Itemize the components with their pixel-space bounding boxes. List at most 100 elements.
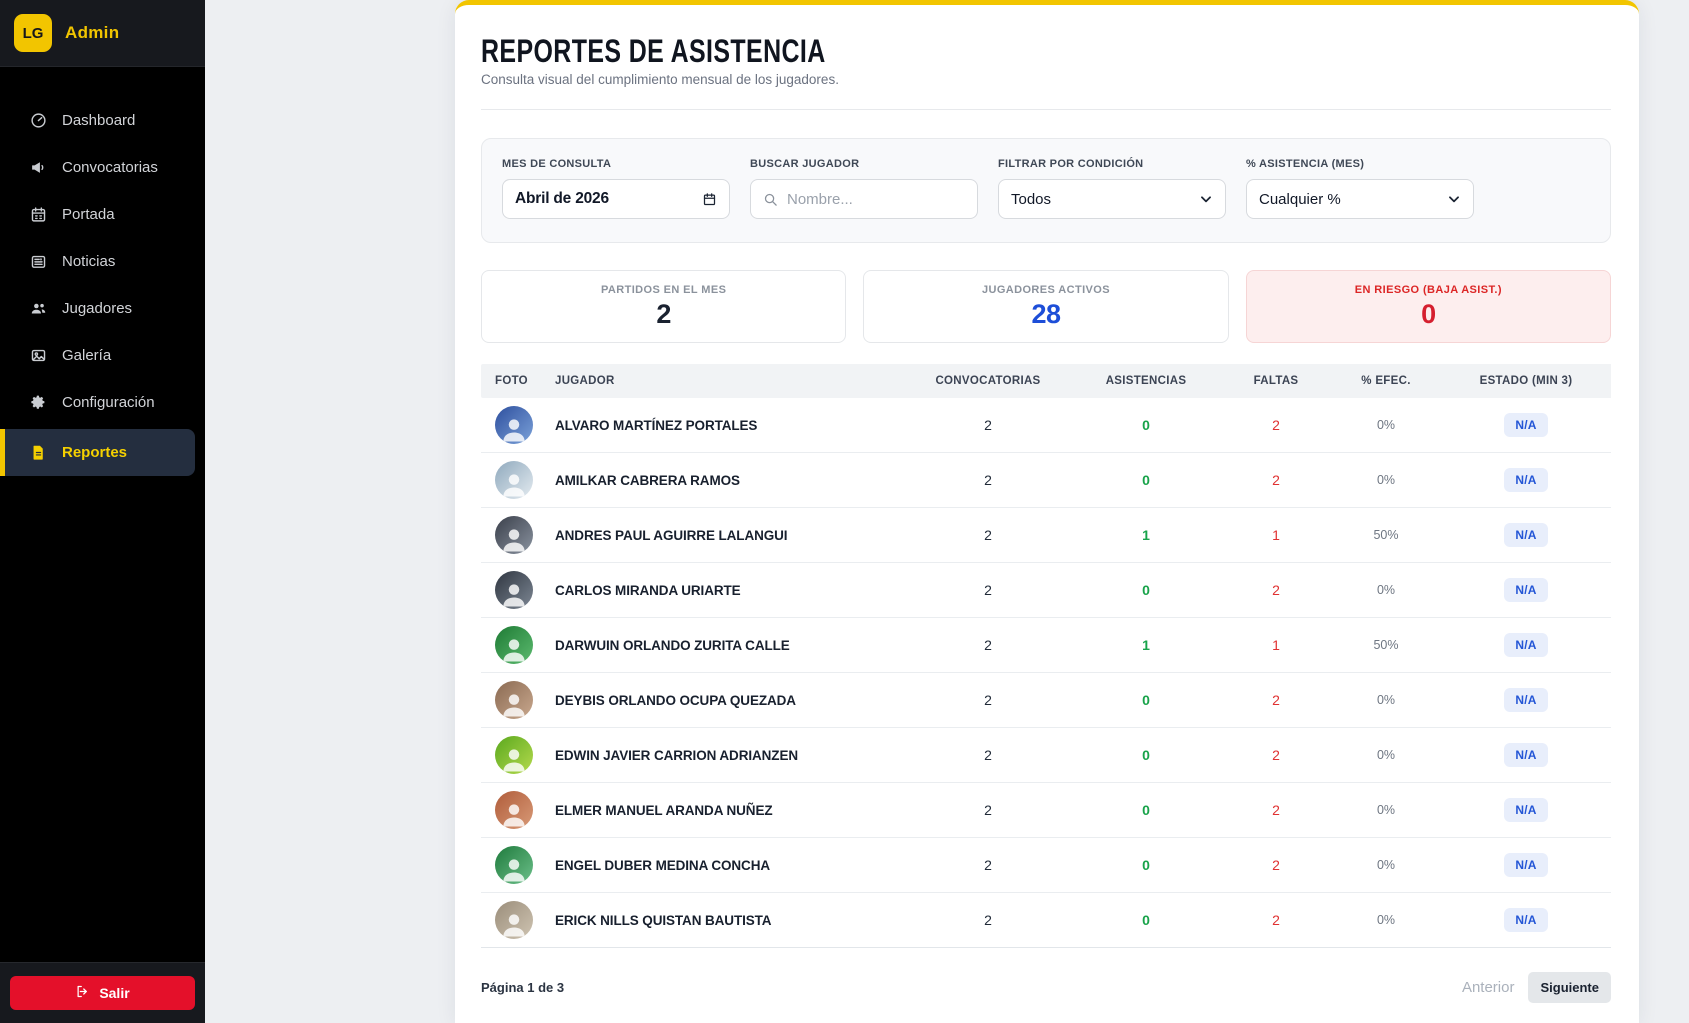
stat-value: 28 <box>1031 299 1061 329</box>
search-input[interactable] <box>787 190 986 208</box>
player-photo <box>495 846 533 884</box>
sidebar-item-configuracion[interactable]: Configuración <box>0 379 205 426</box>
convocatorias-value: 2 <box>905 398 1071 453</box>
estado-badge: N/A <box>1504 413 1548 437</box>
asistencias-value: 1 <box>1071 507 1221 563</box>
convocatorias-value: 2 <box>905 562 1071 618</box>
player-name: ENGEL DUBER MEDINA CONCHA <box>555 858 771 873</box>
efec-value: 0% <box>1331 672 1441 728</box>
table-row[interactable]: DEYBIS ORLANDO OCUPA QUEZADA 2 0 2 0% N/… <box>481 672 1611 728</box>
previous-button[interactable]: Anterior <box>1461 979 1515 996</box>
person-silhouette-icon <box>503 804 525 827</box>
asistencias-value: 0 <box>1071 727 1221 783</box>
page-subtitle: Consulta visual del cumplimiento mensual… <box>481 72 839 87</box>
calendar-icon[interactable] <box>702 192 717 207</box>
attendance-label: % ASISTENCIA (MES) <box>1246 158 1365 170</box>
asistencias-value: 0 <box>1071 837 1221 893</box>
efec-value: 50% <box>1331 617 1441 673</box>
sidebar-item-dashboard[interactable]: Dashboard <box>0 97 205 144</box>
month-label: MES DE CONSULTA <box>502 158 612 170</box>
table-row[interactable]: ANDRES PAUL AGUIRRE LALANGUI 2 1 1 50% N… <box>481 507 1611 563</box>
table-row[interactable]: DARWUIN ORLANDO ZURITA CALLE 2 1 1 50% N… <box>481 617 1611 673</box>
person-silhouette-icon <box>503 639 525 662</box>
asistencias-value: 1 <box>1071 617 1221 673</box>
asistencias-value: 0 <box>1071 398 1221 453</box>
table-row[interactable]: AMILKAR CABRERA RAMOS 2 0 2 0% N/A <box>481 452 1611 508</box>
table-row[interactable]: ERICK NILLS QUISTAN BAUTISTA 2 0 2 0% N/… <box>481 892 1611 948</box>
efec-value: 0% <box>1331 452 1441 508</box>
convocatorias-value: 2 <box>905 452 1071 508</box>
efec-value: 0% <box>1331 562 1441 618</box>
person-silhouette-icon <box>503 419 525 442</box>
table-header-row: FOTO JUGADOR CONVOCATORIAS ASISTENCIAS FALTA… <box>481 364 1611 398</box>
sidebar-item-label: Portada <box>62 206 115 223</box>
filter-condition: FILTRAR POR CONDICIÓN Todos <box>998 158 1226 219</box>
search-field[interactable] <box>750 179 986 219</box>
logout-icon <box>75 984 90 1002</box>
newspaper-icon <box>29 253 47 271</box>
search-icon <box>763 192 778 207</box>
efec-value: 50% <box>1331 507 1441 563</box>
table-row[interactable]: EDWIN JAVIER CARRION ADRIANZEN 2 0 2 0% … <box>481 727 1611 783</box>
sidebar-item-galeria[interactable]: Galería <box>0 332 205 379</box>
chevron-down-icon <box>1447 192 1461 206</box>
column-header-5: % EFEC. <box>1331 364 1441 398</box>
convocatorias-value: 2 <box>905 507 1071 563</box>
stat-card-2: EN RIESGO (BAJA ASIST.) 0 <box>1245 270 1611 343</box>
condition-label: FILTRAR POR CONDICIÓN <box>998 158 1144 170</box>
table-body: ALVARO MARTÍNEZ PORTALES 2 0 2 0% N/A AM… <box>481 398 1611 948</box>
column-header-2: CONVOCATORIAS <box>905 364 1071 398</box>
player-name: DARWUIN ORLANDO ZURITA CALLE <box>555 638 790 653</box>
pagination-actions: Anterior Siguiente <box>1462 972 1611 1003</box>
table-row[interactable]: ALVARO MARTÍNEZ PORTALES 2 0 2 0% N/A <box>481 398 1611 453</box>
month-input[interactable]: Abril de 2026 <box>502 179 730 219</box>
player-photo <box>495 681 533 719</box>
next-button[interactable]: Siguiente <box>1528 972 1611 1003</box>
stat-value: 0 <box>1421 299 1436 329</box>
player-name: CARLOS MIRANDA URIARTE <box>555 583 741 598</box>
sidebar-item-reportes[interactable]: Reportes <box>0 429 195 476</box>
table-row[interactable]: ENGEL DUBER MEDINA CONCHA 2 0 2 0% N/A <box>481 837 1611 893</box>
convocatorias-value: 2 <box>905 782 1071 838</box>
stat-label: EN RIESGO (BAJA ASIST.) <box>1354 284 1502 296</box>
convocatorias-value: 2 <box>905 617 1071 673</box>
faltas-value: 2 <box>1221 782 1331 838</box>
month-value: Abril de 2026 <box>515 190 609 207</box>
efec-value: 0% <box>1331 727 1441 783</box>
attendance-table: FOTO JUGADOR CONVOCATORIAS ASISTENCIAS FALTA… <box>481 364 1611 948</box>
stat-label: PARTIDOS EN EL MES <box>600 284 727 296</box>
attendance-select[interactable]: Cualquier % <box>1246 179 1474 219</box>
logout-button[interactable]: Salir <box>10 976 195 1010</box>
person-silhouette-icon <box>503 474 525 497</box>
convocatorias-value: 2 <box>905 892 1071 948</box>
condition-select[interactable]: Todos <box>998 179 1226 219</box>
asistencias-value: 0 <box>1071 782 1221 838</box>
player-name: EDWIN JAVIER CARRION ADRIANZEN <box>555 748 799 763</box>
sidebar-item-jugadores[interactable]: Jugadores <box>0 285 205 332</box>
asistencias-value: 0 <box>1071 672 1221 728</box>
brand-name: Admin <box>65 23 120 42</box>
estado-badge: N/A <box>1504 908 1548 932</box>
player-name: ERICK NILLS QUISTAN BAUTISTA <box>555 913 772 928</box>
sidebar-item-label: Dashboard <box>62 112 136 129</box>
filter-search: BUSCAR JUGADOR <box>750 158 986 219</box>
sidebar-item-convocatorias[interactable]: Convocatorias <box>0 144 205 191</box>
sidebar-item-noticias[interactable]: Noticias <box>0 238 205 285</box>
player-photo <box>495 626 533 664</box>
estado-badge: N/A <box>1504 688 1548 712</box>
player-photo <box>495 901 533 939</box>
estado-badge: N/A <box>1504 578 1548 602</box>
table-row[interactable]: ELMER MANUEL ARANDA NUÑEZ 2 0 2 0% N/A <box>481 782 1611 838</box>
person-silhouette-icon <box>503 749 525 772</box>
player-photo <box>495 516 533 554</box>
sidebar-item-portada[interactable]: Portada <box>0 191 205 238</box>
asistencias-value: 0 <box>1071 452 1221 508</box>
table-footer: Página 1 de 3 Anterior Siguiente <box>481 962 1611 1021</box>
sidebar-item-label: Jugadores <box>62 300 133 317</box>
filter-attendance: % ASISTENCIA (MES) Cualquier % <box>1246 158 1474 219</box>
attendance-value: Cualquier % <box>1259 190 1341 208</box>
sidebar-item-label: Configuración <box>62 394 155 411</box>
player-photo <box>495 461 533 499</box>
table-row[interactable]: CARLOS MIRANDA URIARTE 2 0 2 0% N/A <box>481 562 1611 618</box>
sidebar-item-label: Convocatorias <box>62 159 158 176</box>
